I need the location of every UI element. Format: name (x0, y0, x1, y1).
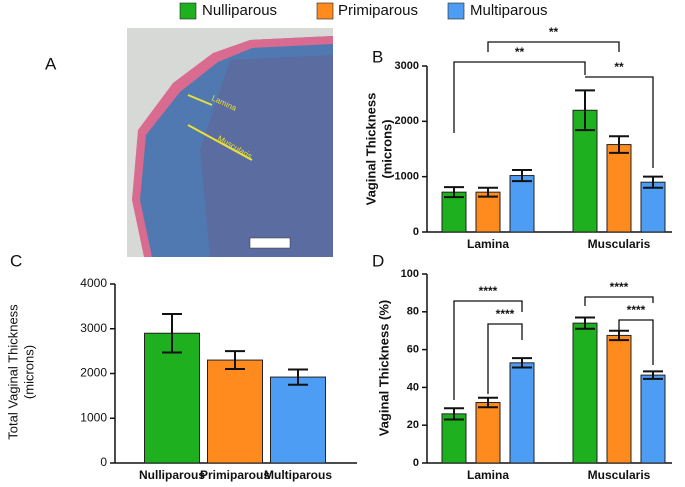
x-tick-label: Lamina (467, 237, 509, 251)
x-tick-label: Muscularis (588, 237, 651, 251)
error-bar (643, 370, 663, 380)
y-tick-label: 0 (413, 457, 419, 469)
error-bar (225, 350, 245, 371)
y-axis-label: (microns) (379, 119, 394, 178)
legend-swatch (316, 2, 334, 20)
significance-bracket (618, 319, 654, 365)
error-bar (575, 89, 595, 132)
y-tick-label: 80 (407, 306, 419, 318)
y-tick-label: 60 (407, 344, 419, 356)
significance-label: **** (496, 307, 515, 321)
y-tick-label: 2000 (80, 366, 107, 380)
significance-label: **** (627, 303, 646, 317)
significance-bracket (453, 300, 523, 400)
bar (640, 374, 666, 464)
legend-swatch (179, 2, 197, 20)
y-axis-label: Vaginal Thickness (%) (376, 300, 391, 437)
significance-label: ** (614, 60, 624, 74)
panel-label: D (372, 251, 384, 270)
x-tick-label: Lamina (467, 468, 509, 482)
legend-swatch (447, 2, 465, 20)
y-tick-label: 3000 (395, 60, 419, 72)
bar (640, 181, 666, 233)
bar (475, 402, 501, 464)
significance-bracket (585, 76, 654, 168)
y-axis-label: Vaginal Thickness (363, 93, 378, 206)
significance-bracket (487, 323, 523, 394)
y-tick-label: 20 (407, 419, 419, 431)
legend-label: Nulliparous (202, 2, 277, 19)
bar (572, 322, 598, 464)
significance-label: ** (549, 25, 559, 39)
bar (606, 144, 632, 233)
legend-label: Multiparous (470, 2, 548, 19)
y-tick-label: 0 (413, 226, 419, 238)
significance-label: **** (610, 280, 629, 294)
legend-label: Primiparous (338, 2, 418, 19)
bar (606, 334, 632, 464)
significance-label: **** (479, 284, 498, 298)
panel-label: C (10, 251, 22, 270)
y-tick-label: 4000 (80, 276, 107, 290)
error-bar (444, 407, 464, 421)
y-axis-label: (microns) (21, 345, 36, 399)
muscle-layer (200, 55, 333, 257)
bar (441, 413, 467, 464)
x-tick-label: Nulliparous (139, 468, 205, 482)
bar (475, 191, 501, 233)
x-tick-label: Muscularis (588, 468, 651, 482)
bar (270, 376, 326, 464)
error-bar (444, 186, 464, 199)
y-tick-label: 40 (407, 381, 419, 393)
error-bar (609, 135, 629, 154)
error-bar (512, 357, 532, 369)
error-bar (643, 175, 663, 189)
x-tick-label: Multiparous (264, 468, 332, 482)
y-tick-label: 0 (100, 455, 107, 469)
error-bar (575, 316, 595, 330)
bar (207, 359, 263, 464)
error-bar (478, 396, 498, 409)
y-tick-label: 1000 (395, 171, 419, 183)
y-tick-label: 100 (401, 268, 419, 280)
significance-label: ** (515, 45, 525, 59)
lamina-line (187, 94, 213, 106)
error-bar (609, 329, 629, 342)
error-bar (512, 169, 532, 183)
histology-image: Lamina Muscularis (127, 28, 333, 257)
error-bar (288, 368, 308, 386)
panel-label: B (372, 47, 383, 66)
scale-bar (249, 237, 291, 249)
y-tick-label: 2000 (395, 115, 419, 127)
error-bar (162, 312, 182, 354)
bar (144, 332, 200, 464)
x-tick-label: Primiparous (200, 468, 270, 482)
significance-bracket (453, 61, 586, 133)
y-tick-label: 1000 (80, 410, 107, 424)
bar (509, 362, 535, 464)
bar (509, 175, 535, 233)
significance-bracket (584, 296, 654, 306)
significance-bracket (487, 41, 620, 52)
muscularis-line (187, 124, 253, 161)
panel-label: A (45, 54, 57, 73)
tissue (132, 36, 333, 257)
y-axis-label: Total Vaginal Thickness (5, 304, 20, 440)
error-bar (478, 186, 498, 198)
y-tick-label: 3000 (80, 321, 107, 335)
